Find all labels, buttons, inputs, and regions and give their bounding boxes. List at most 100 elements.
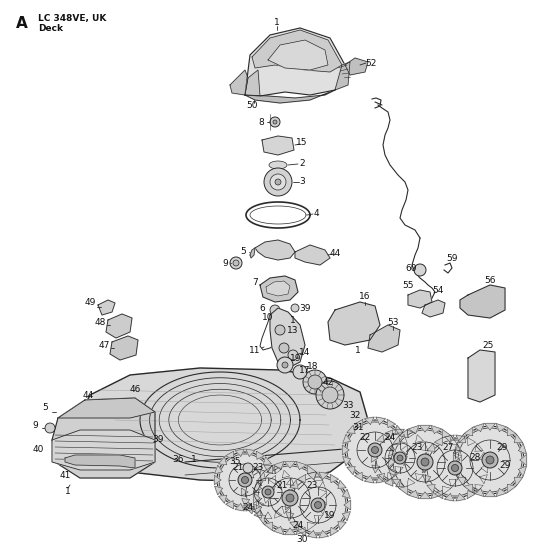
Text: 55: 55 xyxy=(402,281,414,290)
Circle shape xyxy=(275,179,281,185)
Polygon shape xyxy=(307,472,317,479)
Polygon shape xyxy=(286,489,293,498)
Circle shape xyxy=(238,473,252,487)
Text: 54: 54 xyxy=(432,286,444,295)
Polygon shape xyxy=(456,435,465,442)
Polygon shape xyxy=(328,302,380,345)
Text: 23: 23 xyxy=(411,444,423,452)
Polygon shape xyxy=(416,435,423,442)
Polygon shape xyxy=(422,454,428,463)
Polygon shape xyxy=(245,70,260,96)
Text: 35: 35 xyxy=(229,458,241,466)
Polygon shape xyxy=(297,528,306,536)
Circle shape xyxy=(286,494,294,502)
Text: 27: 27 xyxy=(442,444,454,452)
Polygon shape xyxy=(338,480,346,488)
Text: 7: 7 xyxy=(252,278,258,287)
Polygon shape xyxy=(286,511,293,521)
Text: 10: 10 xyxy=(262,312,274,321)
Polygon shape xyxy=(484,490,496,497)
Circle shape xyxy=(308,375,322,389)
Polygon shape xyxy=(242,498,250,506)
Circle shape xyxy=(219,454,271,506)
Polygon shape xyxy=(214,486,222,495)
Polygon shape xyxy=(266,281,290,296)
Polygon shape xyxy=(496,423,507,431)
Circle shape xyxy=(393,430,457,494)
Circle shape xyxy=(288,475,348,535)
Polygon shape xyxy=(235,449,244,456)
Polygon shape xyxy=(473,423,484,431)
Text: 60: 60 xyxy=(405,264,417,273)
Polygon shape xyxy=(344,500,351,510)
Polygon shape xyxy=(457,477,466,486)
Polygon shape xyxy=(484,423,496,430)
Polygon shape xyxy=(392,479,401,488)
Polygon shape xyxy=(399,434,407,444)
Polygon shape xyxy=(110,336,138,360)
Polygon shape xyxy=(226,501,234,509)
Polygon shape xyxy=(307,531,317,538)
Polygon shape xyxy=(254,511,262,518)
Text: 3: 3 xyxy=(299,176,305,185)
Polygon shape xyxy=(246,470,254,478)
Polygon shape xyxy=(98,300,115,315)
Polygon shape xyxy=(496,488,507,497)
Polygon shape xyxy=(464,427,473,436)
Polygon shape xyxy=(245,90,335,103)
Polygon shape xyxy=(282,470,290,478)
Polygon shape xyxy=(431,426,442,433)
Polygon shape xyxy=(284,461,296,468)
Polygon shape xyxy=(347,466,355,475)
Polygon shape xyxy=(214,465,222,474)
Polygon shape xyxy=(464,484,473,493)
Circle shape xyxy=(233,260,239,266)
Polygon shape xyxy=(454,445,461,456)
Text: 48: 48 xyxy=(94,318,106,326)
Circle shape xyxy=(425,438,485,498)
Polygon shape xyxy=(343,434,351,444)
Polygon shape xyxy=(335,62,350,90)
Polygon shape xyxy=(320,492,326,503)
Polygon shape xyxy=(287,478,294,486)
Circle shape xyxy=(293,365,307,379)
Polygon shape xyxy=(456,493,465,501)
Polygon shape xyxy=(263,457,272,465)
Circle shape xyxy=(246,470,290,514)
Text: 18: 18 xyxy=(307,362,319,371)
Text: 39: 39 xyxy=(299,304,311,312)
Polygon shape xyxy=(442,486,451,495)
Polygon shape xyxy=(421,465,428,473)
Polygon shape xyxy=(416,474,423,482)
Polygon shape xyxy=(290,480,298,488)
Text: 16: 16 xyxy=(360,292,371,301)
Polygon shape xyxy=(376,417,385,424)
Polygon shape xyxy=(399,456,407,466)
Circle shape xyxy=(458,428,522,492)
Polygon shape xyxy=(342,445,349,455)
Polygon shape xyxy=(467,491,475,499)
Polygon shape xyxy=(297,474,306,483)
Circle shape xyxy=(316,381,344,409)
Polygon shape xyxy=(365,417,374,424)
Circle shape xyxy=(241,477,249,483)
Polygon shape xyxy=(454,468,461,479)
Text: 52: 52 xyxy=(365,58,377,68)
Polygon shape xyxy=(514,477,523,486)
Polygon shape xyxy=(372,465,380,473)
Polygon shape xyxy=(407,430,415,438)
Text: 29: 29 xyxy=(496,444,508,452)
Polygon shape xyxy=(65,455,135,468)
Polygon shape xyxy=(389,456,395,468)
Text: 21: 21 xyxy=(232,463,244,472)
Text: 47: 47 xyxy=(99,340,110,349)
Circle shape xyxy=(414,264,426,276)
Polygon shape xyxy=(354,419,363,427)
Polygon shape xyxy=(254,482,262,492)
Polygon shape xyxy=(475,444,483,451)
Text: 59: 59 xyxy=(446,254,458,263)
Polygon shape xyxy=(519,466,526,477)
Text: 23: 23 xyxy=(253,464,264,473)
Text: 41: 41 xyxy=(59,470,71,479)
Circle shape xyxy=(417,454,433,470)
